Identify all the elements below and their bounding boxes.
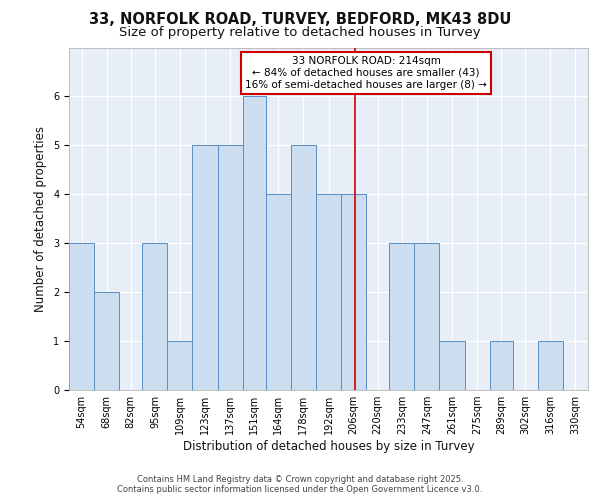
Bar: [266, 194, 291, 390]
Bar: [341, 194, 366, 390]
Bar: [218, 146, 242, 390]
Bar: [167, 341, 193, 390]
Bar: [490, 341, 513, 390]
Bar: [439, 341, 464, 390]
Text: Contains HM Land Registry data © Crown copyright and database right 2025.
Contai: Contains HM Land Registry data © Crown c…: [118, 474, 482, 494]
Bar: [389, 243, 415, 390]
Text: Size of property relative to detached houses in Turvey: Size of property relative to detached ho…: [119, 26, 481, 39]
Bar: [94, 292, 119, 390]
Text: 33, NORFOLK ROAD, TURVEY, BEDFORD, MK43 8DU: 33, NORFOLK ROAD, TURVEY, BEDFORD, MK43 …: [89, 12, 511, 28]
Bar: [193, 146, 218, 390]
Bar: [316, 194, 341, 390]
Bar: [142, 243, 167, 390]
Text: 33 NORFOLK ROAD: 214sqm
← 84% of detached houses are smaller (43)
16% of semi-de: 33 NORFOLK ROAD: 214sqm ← 84% of detache…: [245, 56, 487, 90]
X-axis label: Distribution of detached houses by size in Turvey: Distribution of detached houses by size …: [182, 440, 475, 453]
Bar: [291, 146, 316, 390]
Bar: [415, 243, 439, 390]
Bar: [538, 341, 563, 390]
Bar: [69, 243, 94, 390]
Bar: [242, 96, 266, 390]
Y-axis label: Number of detached properties: Number of detached properties: [34, 126, 47, 312]
